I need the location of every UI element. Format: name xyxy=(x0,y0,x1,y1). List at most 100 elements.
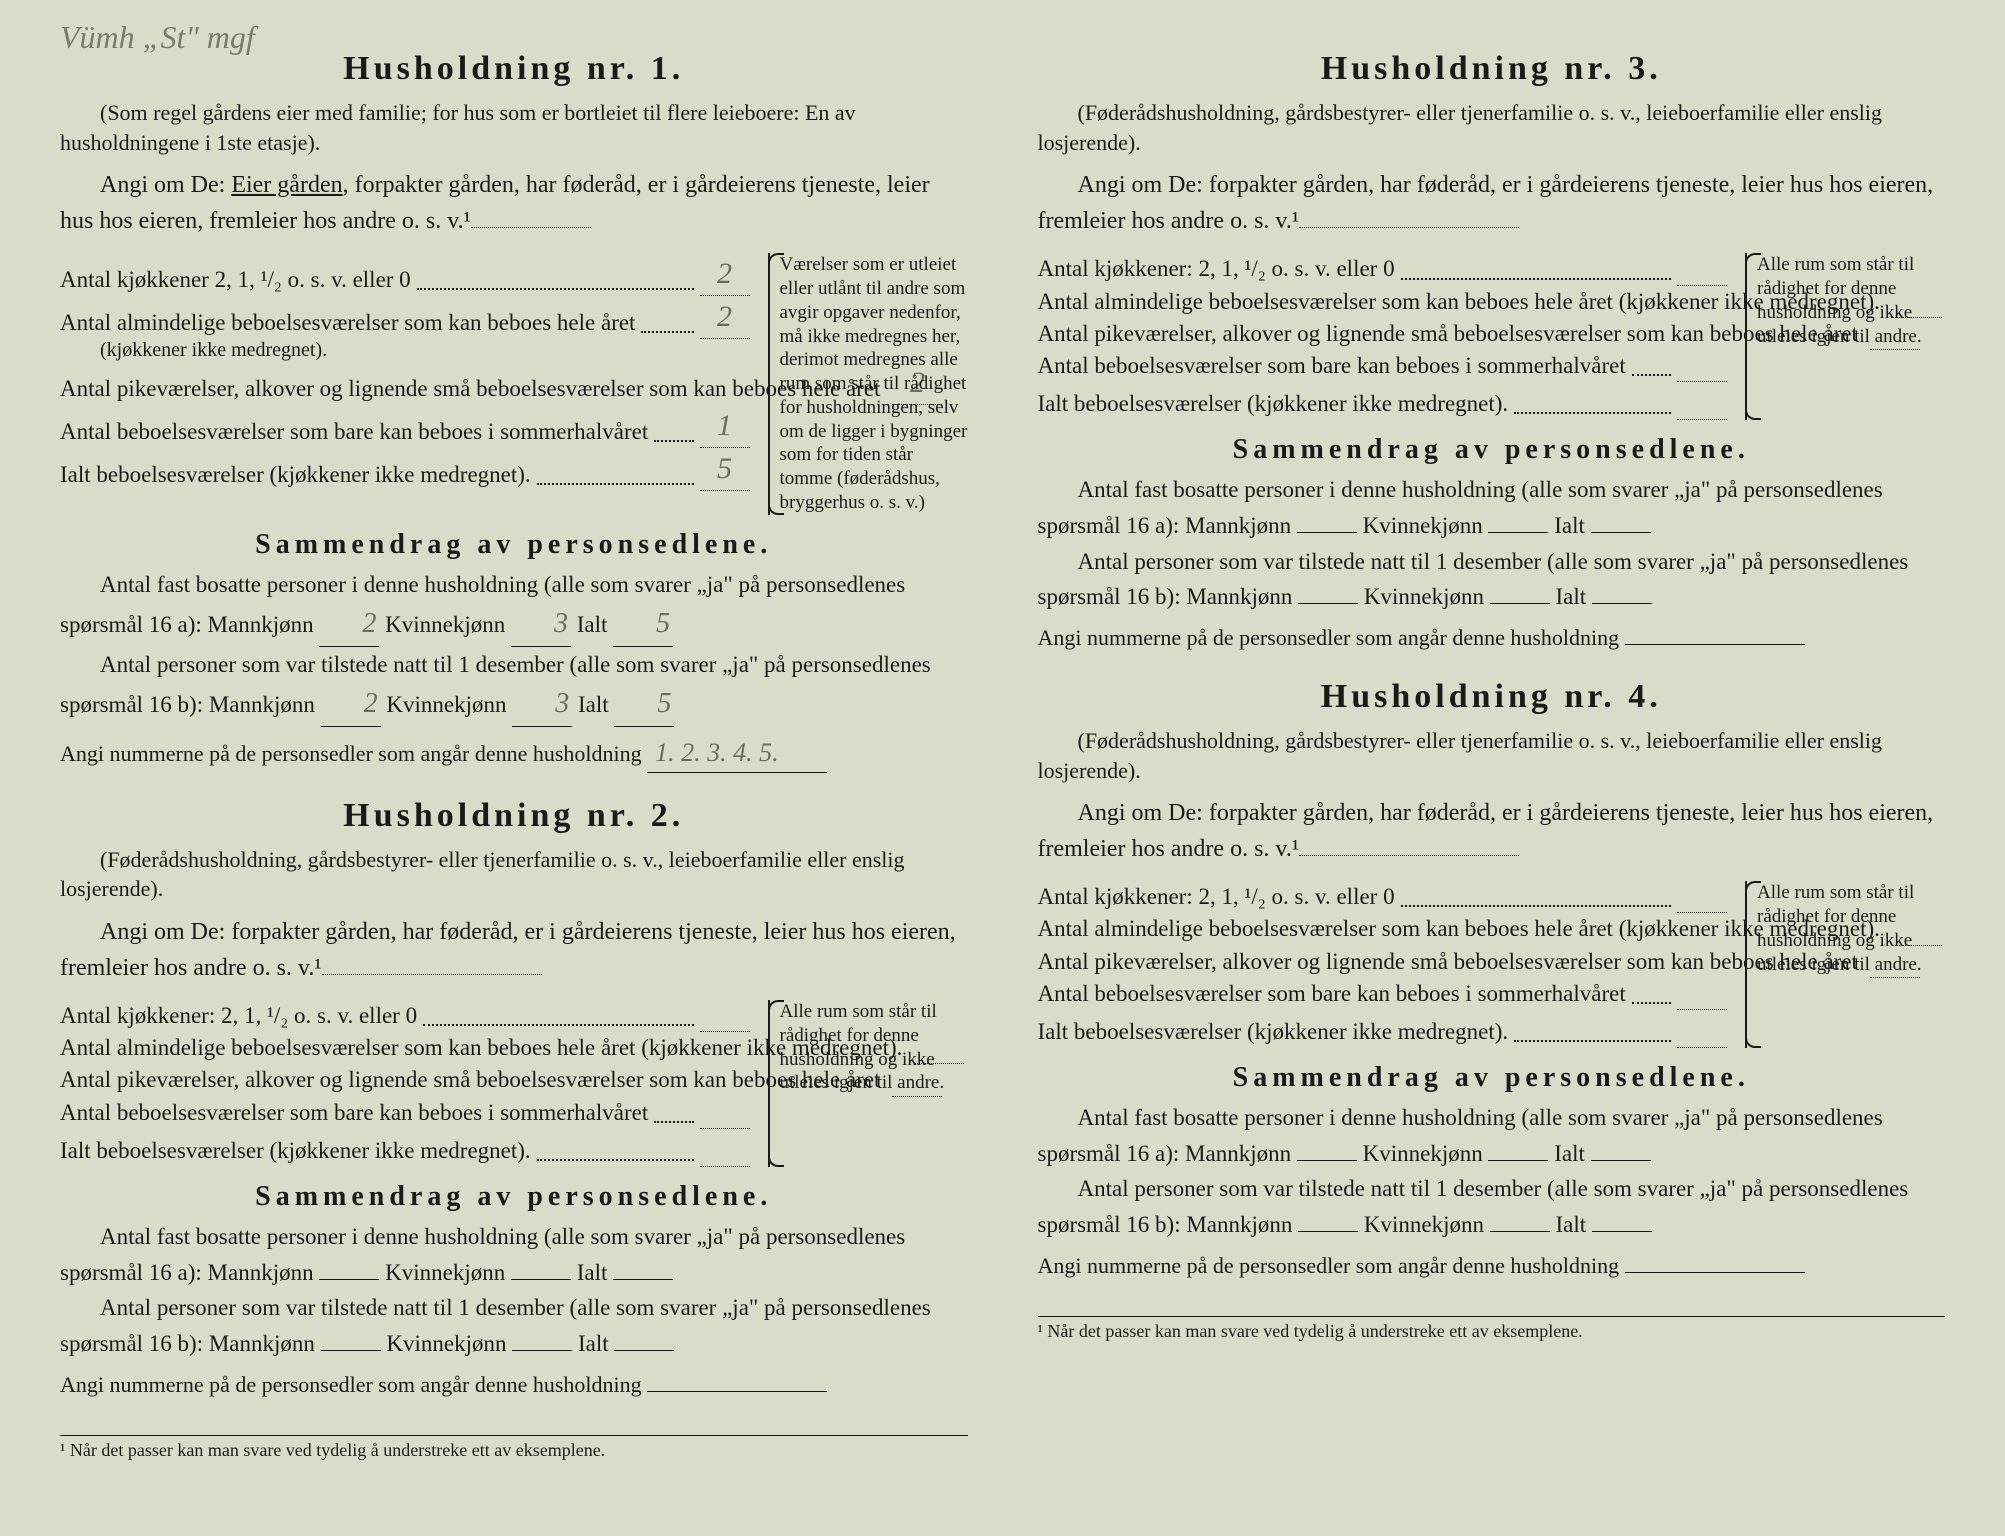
household-subtitle: (Føderådshusholdning, gårdsbestyrer- ell… xyxy=(60,845,968,904)
sammen-title: Sammendrag av personsedlene. xyxy=(60,1181,968,1213)
fast-i xyxy=(613,1279,673,1280)
side-note: Alle rum som står til rådighet for denne… xyxy=(1745,881,1945,1048)
summer-line: Antal beboelsesværelser som bare kan beb… xyxy=(60,1097,750,1129)
fast-line: Antal fast bosatte personer i denne hush… xyxy=(1038,1100,1946,1171)
angi-prefix: Angi om De: xyxy=(100,172,225,198)
anginum-line: Angi nummerne på de personsedler som ang… xyxy=(1038,1249,1946,1282)
dots xyxy=(537,483,694,485)
side-note: Alle rum som står til rådighet for denne… xyxy=(1745,253,1945,420)
household-title: Husholdning nr. 1. xyxy=(60,50,968,88)
handwritten-annotation: Vümh „St" mgf xyxy=(60,20,255,55)
til-i xyxy=(614,1350,674,1351)
total-line: Ialt beboelsesværelser (kjøkkener ikke m… xyxy=(60,448,750,491)
dots xyxy=(1514,412,1671,414)
i-label: Ialt xyxy=(578,692,609,717)
total-value xyxy=(1677,419,1727,420)
fast-k: 3 xyxy=(511,602,571,646)
anginum-value: 1. 2. 3. 4. 5. xyxy=(647,733,827,773)
blank-line xyxy=(471,227,591,228)
rooms-block: Antal kjøkkener: 2, 1, ¹/₂ o. s. v. elle… xyxy=(60,1000,968,1167)
total-value xyxy=(1677,1047,1727,1048)
rooms-block: Antal kjøkkener: 2, 1, ¹/₂ o. s. v. elle… xyxy=(1038,881,1946,1048)
til-k xyxy=(512,1350,572,1351)
kitchen-label: Antal kjøkkener 2, 1, ¹/₂ o. s. v. eller… xyxy=(60,264,411,296)
kitchen-line: Antal kjøkkener: 2, 1, ¹/₂ o. s. v. elle… xyxy=(1038,881,1728,913)
kitchen-line: Antal kjøkkener: 2, 1, ¹/₂ o. s. v. elle… xyxy=(60,1000,750,1032)
angi-underlined: Eier gården xyxy=(231,172,342,198)
anginum-value xyxy=(1625,644,1805,645)
summer-label: Antal beboelsesværelser som bare kan beb… xyxy=(1038,978,1626,1010)
total-line: Ialt beboelsesværelser (kjøkkener ikke m… xyxy=(1038,382,1728,420)
dots xyxy=(1632,1002,1671,1004)
kitchen-label: Antal kjøkkener: 2, 1, ¹/₂ o. s. v. elle… xyxy=(1038,881,1395,913)
small-rooms-line: Antal pikeværelser, alkover og lignende … xyxy=(1038,946,1728,978)
household-1: Husholdning nr. 1. (Som regel gårdens ei… xyxy=(60,50,968,773)
dots xyxy=(1401,905,1671,907)
rooms-left: Antal kjøkkener: 2, 1, ¹/₂ o. s. v. elle… xyxy=(1038,881,1728,1048)
fast-i xyxy=(1591,532,1651,533)
k-label: Kvinnekjønn xyxy=(1363,1141,1483,1166)
anginum-line: Angi nummerne på de personsedler som ang… xyxy=(60,1368,968,1401)
household-3: Husholdning nr. 3. (Føderådshusholdning,… xyxy=(1038,50,1946,654)
kitchen-line: Antal kjøkkener: 2, 1, ¹/₂ o. s. v. elle… xyxy=(1038,253,1728,285)
tilstede-line: Antal personer som var tilstede natt til… xyxy=(1038,544,1946,615)
fast-m: 2 xyxy=(319,602,379,646)
i-label: Ialt xyxy=(578,1331,609,1356)
dots xyxy=(423,1024,693,1026)
total-label: Ialt beboelsesværelser (kjøkkener ikke m… xyxy=(1038,388,1509,420)
footnote: ¹ Når det passer kan man svare ved tydel… xyxy=(60,1435,968,1461)
sammen-title: Sammendrag av personsedlene. xyxy=(60,529,968,561)
til-i xyxy=(1592,603,1652,604)
rooms-block: Antal kjøkkener: 2, 1, ¹/₂ o. s. v. elle… xyxy=(1038,253,1946,420)
household-2: Husholdning nr. 2. (Føderådshusholdning,… xyxy=(60,797,968,1401)
ordinary-line: Antal almindelige beboelsesværelser som … xyxy=(60,1032,750,1064)
ordinary-line: Antal almindelige beboelsesværelser som … xyxy=(1038,913,1728,945)
til-i: 5 xyxy=(614,682,674,726)
tilstede-line: Antal personer som var tilstede natt til… xyxy=(60,647,968,727)
angi-line: Angi om De: forpakter gården, har føderå… xyxy=(60,914,968,986)
dots xyxy=(654,1121,693,1123)
anginum-line: Angi nummerne på de personsedler som ang… xyxy=(1038,621,1946,654)
rooms-left: Antal kjøkkener: 2, 1, ¹/₂ o. s. v. elle… xyxy=(60,1000,750,1167)
dots xyxy=(654,440,693,442)
i-label: Ialt xyxy=(1556,584,1587,609)
fast-m xyxy=(1297,1160,1357,1161)
til-m: 2 xyxy=(321,682,381,726)
dots xyxy=(1401,278,1671,280)
summer-value xyxy=(1677,1009,1727,1010)
small-rooms-label: Antal pikeværelser, alkover og lignende … xyxy=(60,1064,880,1096)
fast-i xyxy=(1591,1160,1651,1161)
total-label: Ialt beboelsesværelser (kjøkkener ikke m… xyxy=(60,1135,531,1167)
k-label: Kvinnekjønn xyxy=(385,612,505,637)
til-k xyxy=(1490,1231,1550,1232)
household-title: Husholdning nr. 2. xyxy=(60,797,968,835)
blank-line xyxy=(1299,855,1519,856)
fast-line: Antal fast bosatte personer i denne hush… xyxy=(60,1219,968,1290)
rooms-left: Antal kjøkkener 2, 1, ¹/₂ o. s. v. eller… xyxy=(60,253,750,514)
dots xyxy=(1514,1040,1671,1042)
sammen-title: Sammendrag av personsedlene. xyxy=(1038,1062,1946,1094)
side-note: Værelser som er utleiet eller utlånt til… xyxy=(768,253,968,514)
dots xyxy=(537,1159,694,1161)
k-label: Kvinnekjønn xyxy=(386,692,506,717)
rooms-left: Antal kjøkkener: 2, 1, ¹/₂ o. s. v. elle… xyxy=(1038,253,1728,420)
fast-m xyxy=(1297,532,1357,533)
summer-line: Antal beboelsesværelser som bare kan beb… xyxy=(1038,978,1728,1010)
ordinary-line: Antal almindelige beboelsesværelser som … xyxy=(1038,286,1728,318)
summer-line: Antal beboelsesværelser som bare kan beb… xyxy=(60,405,750,448)
kitchen-label: Antal kjøkkener: 2, 1, ¹/₂ o. s. v. elle… xyxy=(60,1000,417,1032)
i-label: Ialt xyxy=(577,612,608,637)
total-label: Ialt beboelsesværelser (kjøkkener ikke m… xyxy=(60,459,531,491)
household-4: Husholdning nr. 4. (Føderådshusholdning,… xyxy=(1038,678,1946,1282)
small-rooms-label: Antal pikeværelser, alkover og lignende … xyxy=(1038,318,1858,350)
i-label: Ialt xyxy=(1554,513,1585,538)
left-page: Husholdning nr. 1. (Som regel gårdens ei… xyxy=(60,50,968,1486)
fast-line: Antal fast bosatte personer i denne hush… xyxy=(60,567,968,647)
fast-k xyxy=(511,1279,571,1280)
k-label: Kvinnekjønn xyxy=(1364,1212,1484,1237)
angi-line: Angi om De: forpakter gården, har føderå… xyxy=(1038,167,1946,239)
tilstede-line: Antal personer som var tilstede natt til… xyxy=(1038,1171,1946,1242)
k-label: Kvinnekjønn xyxy=(1364,584,1484,609)
footnote: ¹ Når det passer kan man svare ved tydel… xyxy=(1038,1316,1946,1342)
angi-line: Angi om De: forpakter gården, har føderå… xyxy=(1038,795,1946,867)
